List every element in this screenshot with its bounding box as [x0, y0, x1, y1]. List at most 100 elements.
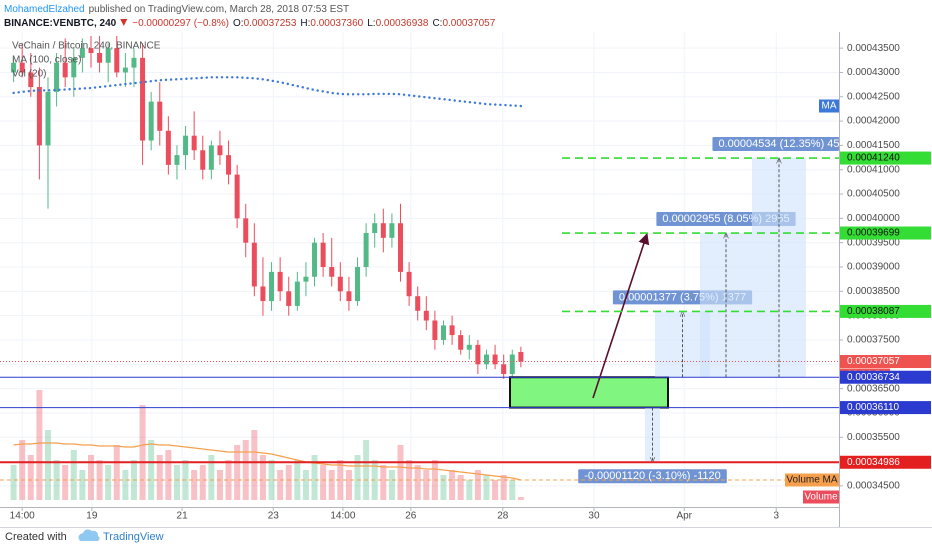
ohlc-value: 0.00037057 [442, 18, 495, 29]
candle-body [19, 62, 25, 73]
candle-body [191, 135, 197, 151]
volume-bar [509, 480, 516, 500]
y-tick-label: 0.00037500 [847, 335, 900, 346]
candle-body [114, 48, 120, 73]
volume-ma-tag [785, 473, 839, 487]
volume-ma-tag-label: Volume MA [786, 475, 837, 486]
candle-body [286, 291, 292, 306]
measure-label-bg [712, 137, 839, 152]
volume-bar [457, 475, 464, 500]
candle-body [466, 344, 472, 350]
volume-bar [44, 430, 51, 500]
volume-bar [191, 470, 198, 500]
grid [0, 32, 839, 507]
volume-ma-line [13, 442, 522, 481]
x-tick-label: 21 [177, 511, 189, 522]
price-level-tag [840, 355, 931, 369]
volume-bar [10, 465, 17, 500]
x-tick-label: 14:00 [330, 511, 355, 522]
candle-body [260, 286, 266, 302]
candle-body [458, 335, 464, 350]
price-level-tag [840, 226, 931, 240]
candle-body [312, 242, 318, 277]
down-triangle [120, 19, 128, 26]
volume-tag-label: Volume [804, 492, 838, 503]
volume-bar [208, 455, 215, 500]
volume-bar [285, 465, 292, 500]
volume-bar [216, 470, 223, 500]
measure-label: 0.00004534 (12.35%) 45 [718, 138, 839, 150]
volume-bar [156, 455, 163, 500]
x-tick-label: 19 [86, 511, 98, 522]
volume-bar [311, 455, 318, 500]
volume-bar [36, 390, 43, 500]
volume-bar [251, 430, 258, 500]
volume-bar [397, 445, 404, 500]
candle-body [28, 72, 34, 88]
ma-line [12, 76, 523, 108]
candle-body [363, 232, 369, 268]
candle-body [226, 155, 232, 175]
candle-body [140, 57, 146, 141]
y-tick-label: 0.00040500 [847, 189, 900, 200]
candle-body [406, 271, 412, 297]
candle-body [380, 223, 386, 238]
footer-created: Created with [5, 531, 67, 543]
candle-body [62, 62, 68, 78]
candle-body [234, 174, 240, 219]
ohlc-key: C: [432, 18, 442, 29]
price-level-tag [840, 370, 931, 384]
y-tick-label: 0.00040000 [847, 213, 900, 224]
candle-body [165, 130, 171, 165]
y-tick-label: 0.00042000 [847, 116, 900, 127]
chart-title: VeChain / Bitcoin, 240, BINANCE [12, 41, 161, 52]
candle-body [36, 87, 42, 146]
volume-bar [492, 480, 499, 500]
candle-body [54, 62, 60, 92]
candle-body [79, 48, 85, 58]
volume-bar [517, 497, 524, 500]
candle-body [11, 62, 17, 73]
indicator-vol: Vol (20) [12, 69, 46, 80]
volume-bar [62, 465, 69, 500]
y-tick-label: 0.00036500 [847, 383, 900, 394]
y-tick-label: 0.00043000 [847, 67, 900, 78]
volume-bar [242, 440, 249, 500]
volume-bar [414, 465, 421, 500]
candle-body [329, 267, 335, 277]
candle-body [423, 310, 429, 321]
volume-bar [225, 460, 232, 500]
volume-bar [70, 450, 77, 500]
candle-body [303, 276, 309, 282]
candle-body [337, 276, 343, 292]
indicator-ma: MA (100, close) [12, 55, 81, 66]
volume-bar [466, 480, 473, 500]
candle-body [449, 325, 455, 336]
volume-bar [113, 445, 120, 500]
candle-body [243, 218, 249, 243]
candle-body [251, 242, 257, 287]
candle-body [157, 101, 163, 131]
volume-bar [302, 470, 309, 500]
candle-body [148, 101, 154, 141]
candle-body [217, 145, 223, 156]
ohlc-key: L: [367, 18, 375, 29]
volume-tag [803, 490, 839, 504]
volume-bar [388, 470, 395, 500]
brand-logo [78, 529, 100, 541]
volume-bar [500, 475, 507, 500]
price-level-tag [840, 401, 931, 415]
candle-body [45, 91, 51, 146]
volume-bar [268, 460, 275, 500]
ohlc-value: 0.00036938 [376, 18, 429, 29]
header-line-2: BINANCE:VENBTC, 240 −0.00000297 (−0.8%) O:… [4, 18, 496, 29]
y-tick-label: 0.00038500 [847, 286, 900, 297]
volume-bar [483, 475, 490, 500]
candle-body [415, 296, 421, 311]
footer-brand[interactable]: TradingView [103, 531, 164, 543]
candle-body [71, 57, 77, 78]
volume-bar [27, 455, 34, 500]
volume-bar [328, 470, 335, 500]
volume-bar [165, 450, 172, 500]
